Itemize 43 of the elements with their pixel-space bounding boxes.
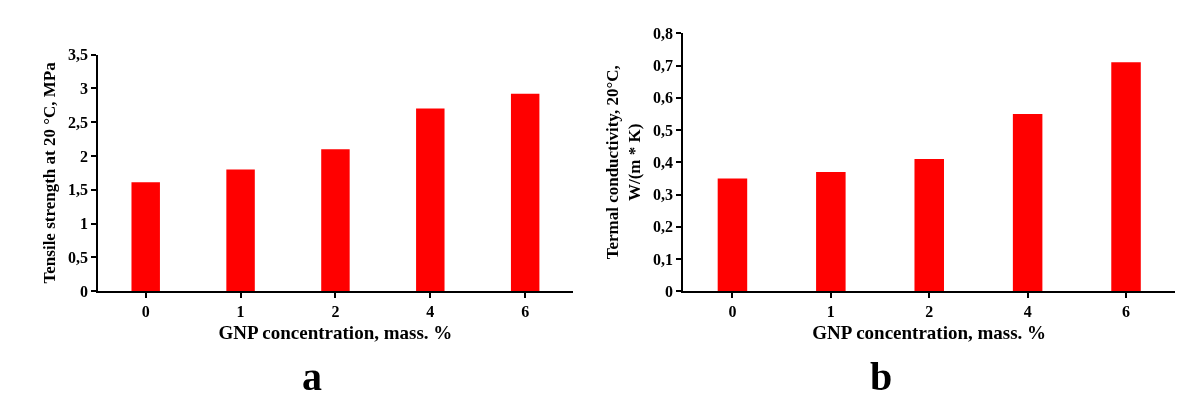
x-axis-title: GNP concentration, mass. % bbox=[218, 321, 453, 343]
x-tick-label: 6 bbox=[1122, 303, 1131, 321]
y-axis-title: Tensile strength at 20 °C, MPa bbox=[40, 61, 60, 284]
x-tick-label: 2 bbox=[925, 303, 934, 321]
bar bbox=[131, 182, 160, 292]
bar bbox=[816, 171, 846, 292]
y-tick-label: 0,1 bbox=[653, 250, 674, 268]
bar bbox=[1012, 113, 1043, 292]
x-tick-label: 1 bbox=[236, 303, 245, 321]
y-tick-label: 0 bbox=[665, 282, 674, 300]
y-tick-label: 0,4 bbox=[653, 153, 674, 171]
y-tick-label: 0,7 bbox=[653, 57, 674, 75]
bar bbox=[914, 159, 944, 292]
text: b bbox=[870, 354, 893, 399]
y-tick-label: 3 bbox=[80, 79, 89, 97]
y-tick-label: 2,5 bbox=[68, 113, 89, 131]
x-tick-label: 4 bbox=[1023, 303, 1032, 321]
x-tick-label: 0 bbox=[728, 303, 737, 321]
bar bbox=[717, 178, 748, 292]
bar bbox=[226, 169, 255, 292]
x-tick-label: 6 bbox=[521, 303, 530, 321]
y-tick-label: 0,6 bbox=[653, 89, 674, 107]
y-tick-label: 2 bbox=[80, 147, 89, 165]
x-tick-label: 2 bbox=[331, 303, 340, 321]
y-tick-label: 3,5 bbox=[68, 46, 89, 64]
bar bbox=[1111, 62, 1141, 292]
y-axis-title: Termal conductivity, 20°C, W/(m * K) bbox=[602, 65, 645, 260]
bar bbox=[416, 108, 445, 292]
text: a bbox=[302, 354, 322, 399]
x-tick-label: 1 bbox=[826, 303, 835, 321]
bar bbox=[510, 93, 540, 292]
y-tick-label: 0,5 bbox=[653, 121, 674, 139]
x-tick-label: 4 bbox=[426, 303, 435, 321]
bar bbox=[321, 149, 350, 292]
y-tick-label: 0,8 bbox=[653, 24, 674, 42]
y-tick-label: 0,2 bbox=[653, 218, 674, 236]
y-tick-label: 1,5 bbox=[68, 181, 89, 199]
y-tick-label: 0 bbox=[80, 282, 89, 300]
x-axis-title: GNP concentration, mass. % bbox=[812, 321, 1047, 343]
y-tick-label: 0,3 bbox=[653, 186, 674, 204]
y-tick-label: 0,5 bbox=[68, 249, 89, 267]
y-tick-label: 1 bbox=[80, 215, 89, 233]
x-tick-label: 0 bbox=[141, 303, 150, 321]
